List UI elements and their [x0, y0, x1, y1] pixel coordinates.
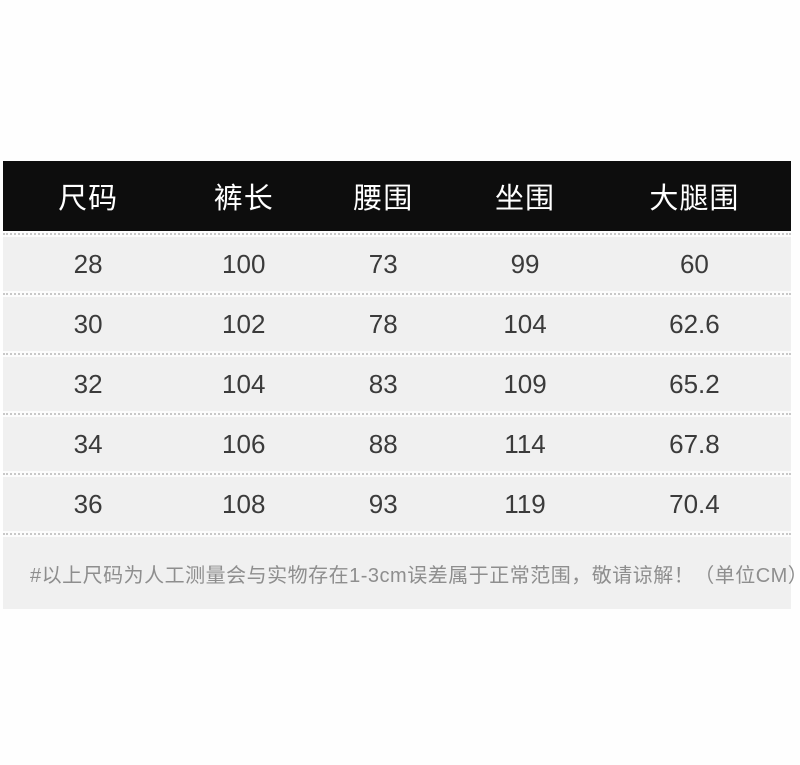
cell-hip: 109 [503, 368, 547, 399]
cell-size: 32 [73, 368, 103, 399]
column-header-pants-length: 裤长 [213, 183, 274, 215]
cell-thigh: 70.4 [669, 488, 720, 519]
row-divider [3, 411, 791, 417]
cell-thigh: 67.8 [669, 428, 720, 459]
cell-hip: 104 [503, 308, 547, 339]
cell-size: 36 [73, 488, 103, 519]
cell-pants-length: 108 [222, 488, 266, 519]
table-row: 28 100 73 99 60 [3, 237, 791, 291]
cell-thigh: 65.2 [669, 368, 720, 399]
column-header-waist: 腰围 [353, 183, 414, 215]
row-divider [3, 471, 791, 477]
row-divider [3, 231, 791, 237]
cell-size: 30 [73, 308, 103, 339]
cell-thigh: 60 [679, 248, 709, 279]
table-row: 36 108 93 119 70.4 [3, 477, 791, 531]
row-divider [3, 351, 791, 357]
row-divider [3, 291, 791, 297]
cell-pants-length: 104 [222, 368, 266, 399]
table-row: 30 102 78 104 62.6 [3, 297, 791, 351]
measurement-note-text: #以上尺码为人工测量会与实物存在1-3cm误差属于正常范围，敬请谅解！（单位CM… [30, 564, 800, 587]
cell-waist: 73 [368, 248, 398, 279]
column-header-size: 尺码 [58, 183, 119, 215]
cell-waist: 78 [368, 308, 398, 339]
measurement-note: #以上尺码为人工测量会与实物存在1-3cm误差属于正常范围，敬请谅解！（单位CM… [3, 537, 800, 609]
column-header-hip: 坐围 [495, 183, 556, 215]
cell-thigh: 62.6 [669, 308, 720, 339]
table-row: 32 104 83 109 65.2 [3, 357, 791, 411]
cell-pants-length: 100 [222, 248, 266, 279]
cell-waist: 88 [368, 428, 398, 459]
table-header-row: 尺码 裤长 腰围 坐围 大腿围 [3, 161, 791, 231]
table-row: 34 106 88 114 67.8 [3, 417, 791, 471]
cell-size: 34 [73, 428, 103, 459]
cell-hip: 119 [504, 488, 546, 519]
cell-size: 28 [73, 248, 103, 279]
size-chart-table: 尺码 裤长 腰围 坐围 大腿围 28 100 73 99 60 30 102 7… [3, 161, 800, 609]
cell-pants-length: 106 [222, 428, 266, 459]
cell-hip: 99 [510, 248, 540, 279]
cell-hip: 114 [504, 428, 546, 459]
cell-pants-length: 102 [222, 308, 266, 339]
cell-waist: 93 [368, 488, 398, 519]
row-divider [3, 531, 791, 537]
column-header-thigh: 大腿围 [649, 183, 740, 215]
cell-waist: 83 [368, 368, 398, 399]
